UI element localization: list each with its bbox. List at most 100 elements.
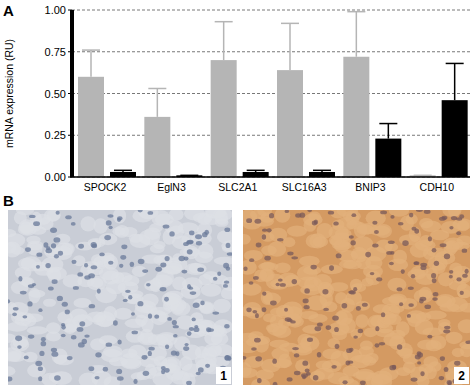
tick-label: 0.75 — [45, 46, 66, 58]
nucleus — [290, 320, 296, 323]
nucleus — [251, 347, 257, 351]
nucleus — [246, 308, 251, 313]
nucleus — [185, 343, 189, 346]
nucleus — [212, 311, 219, 314]
nucleus — [164, 368, 169, 373]
nucleus — [148, 351, 152, 356]
bar — [110, 172, 136, 177]
nucleus — [25, 247, 31, 252]
nucleus — [48, 286, 54, 290]
cell — [350, 279, 363, 291]
bar — [277, 70, 303, 177]
error-bar — [114, 170, 132, 172]
error-cap — [446, 63, 464, 65]
nucleus — [323, 308, 329, 311]
nucleus — [326, 325, 332, 330]
cell — [46, 322, 60, 334]
nucleus — [305, 368, 310, 372]
cell — [244, 250, 263, 261]
grid-line — [72, 93, 470, 94]
error-line — [289, 23, 291, 70]
nucleus — [291, 256, 298, 259]
nucleus — [206, 327, 211, 332]
cell — [383, 314, 401, 325]
nucleus — [32, 283, 36, 286]
nucleus — [224, 227, 230, 232]
category-label: SLC16A3 — [282, 181, 327, 193]
nucleus — [342, 303, 348, 308]
nucleus — [424, 305, 431, 310]
nucleus — [273, 382, 278, 385]
nucleus — [186, 240, 193, 244]
cell — [8, 322, 28, 332]
nucleus — [375, 343, 380, 347]
nucleus — [408, 303, 414, 307]
nucleus — [432, 248, 437, 252]
nucleus — [84, 334, 89, 337]
nucleus — [447, 380, 452, 385]
nucleus — [322, 289, 328, 294]
nucleus — [182, 270, 188, 274]
cell — [28, 290, 45, 298]
nucleus — [460, 291, 464, 295]
bar — [211, 60, 237, 177]
nucleus — [165, 256, 170, 261]
nucleus — [414, 261, 420, 265]
nucleus — [53, 237, 60, 242]
cell — [303, 213, 323, 226]
nucleus — [27, 301, 32, 306]
nucleus — [117, 339, 121, 344]
tick-label: 0.00 — [45, 171, 66, 183]
nucleus — [372, 221, 377, 225]
nucleus — [433, 292, 439, 296]
nucleus — [374, 230, 379, 234]
cell — [27, 364, 46, 378]
cell — [297, 334, 312, 347]
nucleus — [444, 254, 450, 260]
cell — [191, 232, 211, 245]
cell — [243, 234, 251, 244]
nucleus — [276, 283, 280, 286]
cell — [406, 310, 427, 323]
cell — [243, 260, 257, 275]
nucleus — [223, 263, 229, 269]
nucleus — [252, 310, 257, 313]
nucleus — [280, 283, 286, 287]
nucleus — [262, 234, 267, 239]
nucleus — [448, 381, 452, 385]
nucleus — [313, 375, 319, 381]
nucleus — [349, 348, 354, 352]
nucleus — [71, 335, 76, 340]
cell — [221, 287, 232, 299]
nucleus — [213, 277, 218, 281]
nucleus — [255, 356, 262, 361]
cell — [99, 267, 119, 280]
cell — [113, 210, 126, 223]
nucleus — [285, 210, 289, 213]
nucleus — [287, 252, 293, 256]
bar — [375, 139, 401, 177]
nucleus — [389, 262, 394, 266]
nucleus — [169, 231, 174, 236]
nucleus — [277, 238, 283, 241]
nucleus — [148, 313, 152, 318]
cell — [52, 348, 68, 364]
nucleus — [349, 290, 355, 294]
error-cap — [114, 170, 132, 172]
nucleus — [65, 215, 71, 219]
nucleus — [329, 265, 334, 271]
nucleus — [132, 331, 139, 335]
nucleus — [54, 254, 59, 259]
nucleus — [443, 329, 450, 333]
cell — [272, 325, 291, 338]
nucleus — [428, 236, 432, 241]
nucleus — [432, 297, 438, 301]
cell — [93, 218, 107, 233]
nucleus — [106, 342, 112, 346]
image-bg — [243, 210, 470, 385]
nucleus — [401, 269, 405, 274]
cell — [8, 333, 16, 342]
nucleus — [255, 313, 259, 318]
nucleus — [128, 295, 132, 300]
nucleus — [409, 213, 413, 218]
